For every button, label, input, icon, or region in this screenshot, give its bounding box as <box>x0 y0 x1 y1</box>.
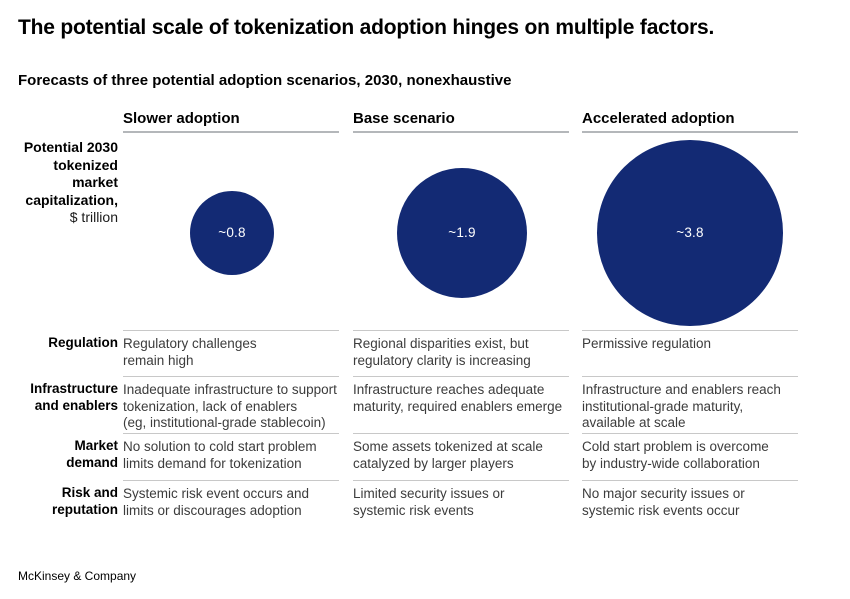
row-divider <box>123 330 339 331</box>
bubble-base-scenario: ~1.9 <box>396 167 528 299</box>
row-divider <box>353 480 569 481</box>
cell-text: Some assets tokenized at scale catalyzed… <box>353 439 543 471</box>
row-divider <box>582 330 798 331</box>
cell-text: Regional disparities exist, but regulato… <box>353 336 531 368</box>
table-cell: Some assets tokenized at scale catalyzed… <box>353 433 585 472</box>
bubble-accelerated-adoption: ~3.8 <box>597 140 783 326</box>
cell-text: Permissive regulation <box>582 336 712 351</box>
cell-text: Infrastructure reaches adequate maturity… <box>353 382 563 414</box>
bubble-slower-adoption: ~0.8 <box>189 190 275 276</box>
row-divider <box>353 330 569 331</box>
bubble-axis-label-main: Potential 2030 tokenized market capitali… <box>23 139 118 208</box>
cell-text: Infrastructure and enablers reach instit… <box>582 382 781 430</box>
mckinsey-logo-wordmark: McKinsey & Company <box>18 569 137 583</box>
bubble-axis-label-unit: $ trillion <box>69 209 118 225</box>
cell-text: Inadequate infrastructure to support tok… <box>123 382 337 430</box>
cell-text: Regulatory challenges remain high <box>123 336 257 368</box>
cell-text: Limited security issues or systemic risk… <box>353 486 505 518</box>
table-cell: Cold start problem is overcome by indust… <box>582 433 814 472</box>
cell-text: No solution to cold start problem limits… <box>123 439 317 471</box>
chart-subtitle: Forecasts of three potential adoption sc… <box>18 72 512 89</box>
row-divider <box>123 376 339 377</box>
table-cell: Inadequate infrastructure to support tok… <box>123 376 355 432</box>
row-label-risk-and-reputation: Risk and reputation <box>52 485 118 517</box>
cell-text: Cold start problem is overcome by indust… <box>582 439 769 471</box>
row-label-infrastructure-and-enablers: Infrastructure and enablers <box>30 381 118 413</box>
page-title: The potential scale of tokenization adop… <box>18 16 715 39</box>
row-divider <box>353 376 569 377</box>
table-cell: Infrastructure reaches adequate maturity… <box>353 376 585 415</box>
row-divider <box>123 433 339 434</box>
bubble-value-label: ~1.9 <box>448 225 476 241</box>
table-cell: Regional disparities exist, but regulato… <box>353 330 585 369</box>
row-label-regulation: Regulation <box>48 335 118 350</box>
column-header-slower-adoption: Slower adoption <box>123 110 339 133</box>
row-divider <box>353 433 569 434</box>
table-cell: Regulatory challenges remain high <box>123 330 355 369</box>
row-divider <box>582 433 798 434</box>
table-cell: Permissive regulation <box>582 330 814 353</box>
bubble-value-label: ~0.8 <box>218 225 246 241</box>
bubble-value-label: ~3.8 <box>676 225 704 241</box>
row-divider <box>123 480 339 481</box>
table-cell: No major security issues or systemic ris… <box>582 480 814 519</box>
row-label-market-demand: Market demand <box>66 438 118 470</box>
row-divider <box>582 480 798 481</box>
table-cell: Systemic risk event occurs and limits or… <box>123 480 355 519</box>
bubble-axis-label: Potential 2030 tokenized market capitali… <box>0 139 118 227</box>
table-cell: No solution to cold start problem limits… <box>123 433 355 472</box>
column-header-base-scenario: Base scenario <box>353 110 569 133</box>
row-divider <box>582 376 798 377</box>
table-cell: Limited security issues or systemic risk… <box>353 480 585 519</box>
column-header-accelerated-adoption: Accelerated adoption <box>582 110 798 133</box>
cell-text: Systemic risk event occurs and limits or… <box>123 486 310 518</box>
cell-text: No major security issues or systemic ris… <box>582 486 745 518</box>
table-cell: Infrastructure and enablers reach instit… <box>582 376 814 432</box>
